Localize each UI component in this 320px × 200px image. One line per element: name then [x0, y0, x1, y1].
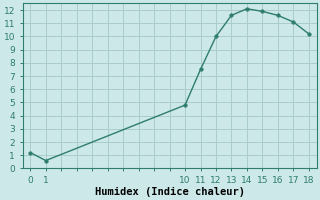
X-axis label: Humidex (Indice chaleur): Humidex (Indice chaleur): [95, 186, 244, 197]
